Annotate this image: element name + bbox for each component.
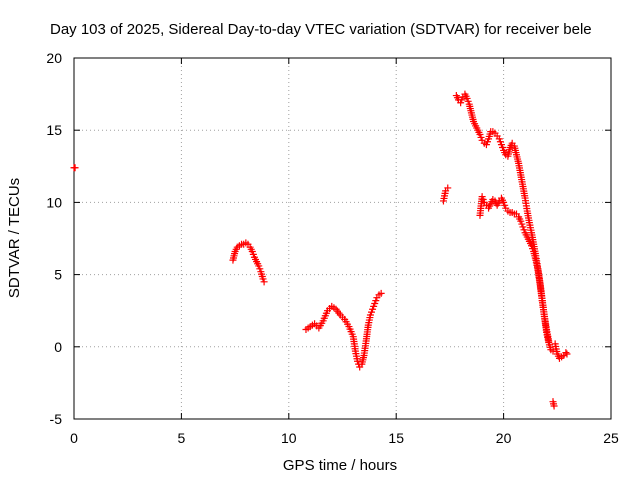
y-tick-label: -5 (50, 411, 63, 427)
series-end-tail (551, 340, 571, 362)
x-tick-label: 5 (178, 430, 186, 446)
grid-lines (74, 58, 611, 419)
y-tick-label: 20 (46, 50, 62, 66)
y-tick-label: 5 (54, 267, 62, 283)
x-tick-label: 10 (281, 430, 297, 446)
data-points (70, 90, 571, 410)
x-axis-label: GPS time / hours (283, 457, 397, 474)
series-upper-decay (452, 90, 553, 345)
axis-ticks (73, 57, 612, 420)
series-afternoon-jump (439, 184, 452, 205)
x-tick-label: 0 (70, 430, 78, 446)
series-morning-arc (229, 239, 268, 286)
x-tick-label: 15 (388, 430, 404, 446)
data-point (377, 289, 385, 297)
data-point (550, 402, 558, 410)
y-tick-labels: -5 0 5 10 15 20 (46, 50, 62, 427)
data-point (71, 164, 79, 172)
x-tick-label: 25 (603, 430, 619, 446)
chart-title: Day 103 of 2025, Sidereal Day-to-day VTE… (50, 21, 592, 38)
y-tick-label: 0 (54, 339, 62, 355)
x-tick-labels: 0 5 10 15 20 25 (70, 430, 619, 446)
x-tick-label: 20 (496, 430, 512, 446)
series-midday-dip (302, 289, 385, 371)
data-point (563, 350, 571, 358)
series-lower-branch (476, 193, 557, 355)
y-tick-label: 15 (46, 122, 62, 138)
series-pre-dawn (70, 164, 79, 172)
y-tick-label: 10 (46, 194, 62, 210)
data-point (562, 349, 570, 357)
plot-frame (73, 57, 612, 420)
series-late-outliers (549, 398, 558, 410)
data-point (260, 278, 268, 286)
data-point (444, 184, 452, 192)
y-axis-label: SDTVAR / TECUs (6, 178, 23, 298)
